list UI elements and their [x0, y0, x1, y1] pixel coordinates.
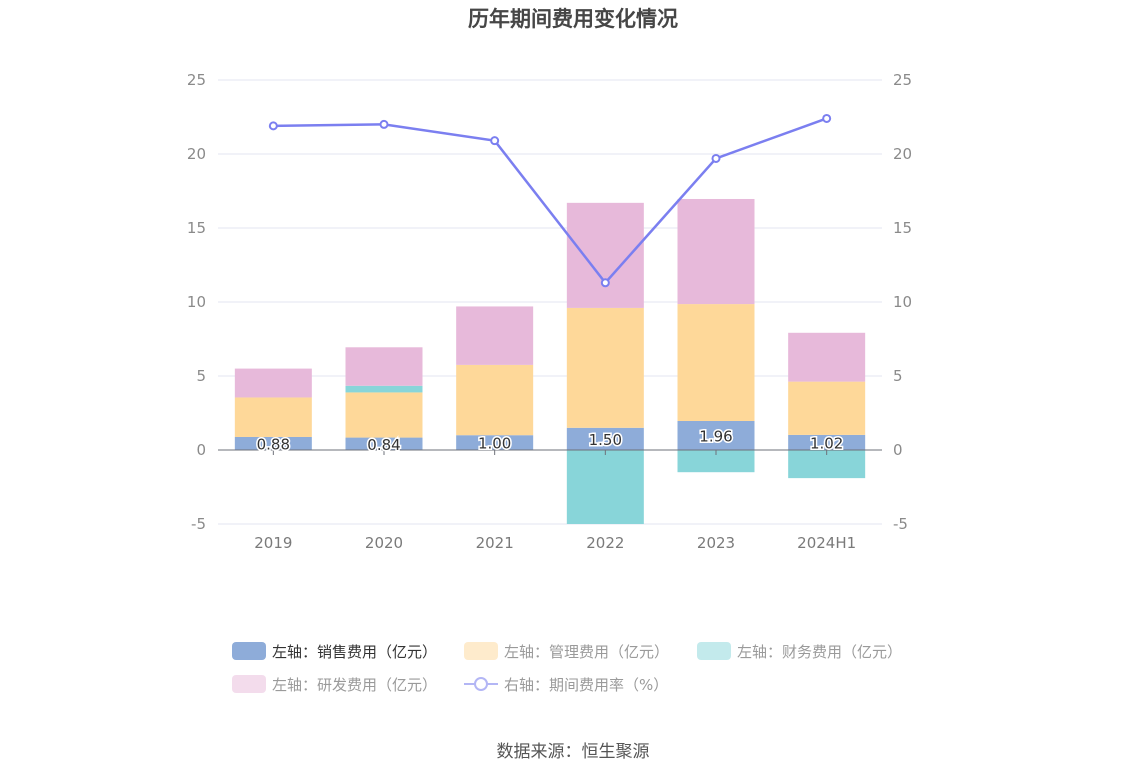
bar-admin [788, 381, 866, 435]
legend-label: 右轴：期间费用率（%） [504, 676, 668, 694]
right-tick-label: 0 [893, 441, 903, 459]
bar-admin [677, 304, 755, 421]
bar-finance [566, 450, 644, 524]
right-tick-label: -5 [893, 515, 908, 533]
bar-rd [345, 347, 423, 386]
right-tick-label: 20 [893, 145, 912, 163]
legend-swatch [697, 642, 731, 660]
data-label: 1.50 [589, 431, 622, 449]
bar-sales [456, 435, 534, 450]
bar-sales [345, 437, 423, 450]
left-tick-label: 10 [187, 293, 206, 311]
legend-swatch [464, 642, 498, 660]
x-tick-label: 2024H1 [797, 534, 856, 552]
x-axis-line [218, 449, 882, 455]
bar-rd [566, 202, 644, 308]
bar-sales [566, 427, 644, 450]
legend-label: 左轴：管理费用（亿元） [504, 643, 669, 661]
source-note: 数据来源：恒生聚源 [497, 742, 650, 762]
legend-swatch [232, 675, 266, 693]
left-tick-label: 20 [187, 145, 206, 163]
bar-admin [456, 364, 534, 436]
rate-point [711, 153, 721, 163]
legend-label: 左轴：财务费用（亿元） [737, 643, 902, 661]
bar-finance [677, 450, 755, 473]
bar-admin [566, 307, 644, 428]
legend-swatch [232, 642, 266, 660]
data-label: 1.96 [699, 427, 732, 445]
legend-item-finance[interactable]: 左轴：财务费用（亿元） [697, 642, 902, 661]
legend-item-sales[interactable]: 左轴：销售费用（亿元） [232, 642, 437, 661]
data-label: 1.02 [810, 434, 843, 452]
chart-title: 历年期间费用变化情况 [468, 7, 678, 31]
legend-label: 左轴：研发费用（亿元） [272, 676, 437, 694]
x-tick-label: 2023 [697, 534, 735, 552]
legend-marker [474, 677, 488, 691]
x-tick-label: 2022 [586, 534, 624, 552]
right-axis-ticks: -5 0 5 10 15 20 25 [893, 71, 912, 533]
rate-point [822, 113, 832, 123]
rate-line-series [268, 113, 832, 288]
legend-item-rd[interactable]: 左轴：研发费用（亿元） [232, 675, 437, 694]
left-tick-label: 15 [187, 219, 206, 237]
right-tick-label: 15 [893, 219, 912, 237]
bar-finance [345, 385, 423, 393]
rate-point [490, 136, 500, 146]
bar-rd [677, 198, 755, 305]
bar-series [234, 198, 866, 524]
data-label: 0.84 [367, 436, 400, 454]
rate-point [600, 278, 610, 288]
bar-sales [677, 420, 755, 450]
data-labels: 0.88 0.84 1.00 1.50 1.96 1.02 [255, 426, 845, 455]
x-tick-label: 2019 [254, 534, 292, 552]
left-tick-label: 0 [196, 441, 206, 459]
left-tick-label: 5 [196, 367, 206, 385]
bar-rd [234, 368, 312, 398]
right-tick-label: 25 [893, 71, 912, 89]
x-tick-label: 2020 [365, 534, 403, 552]
right-tick-label: 5 [893, 367, 903, 385]
left-axis-ticks: -5 0 5 10 15 20 25 [187, 71, 206, 533]
bar-rd [456, 306, 534, 365]
legend-item-admin[interactable]: 左轴：管理费用（亿元） [464, 642, 669, 661]
legend-label: 左轴：销售费用（亿元） [272, 643, 437, 661]
data-label: 1.00 [478, 435, 511, 453]
legend-item-rate[interactable]: 右轴：期间费用率（%） [464, 676, 668, 694]
bar-sales [234, 436, 312, 450]
legend[interactable]: 左轴：销售费用（亿元） 左轴：管理费用（亿元） 左轴：财务费用（亿元） 左轴：研发费用… [232, 642, 902, 694]
left-tick-label: -5 [191, 515, 206, 533]
rate-line [273, 117, 828, 285]
grid-lines [218, 79, 882, 525]
rate-point [268, 121, 278, 131]
bar-rd [788, 332, 866, 382]
data-label: 0.88 [257, 435, 290, 453]
right-tick-label: 10 [893, 293, 912, 311]
bar-admin [345, 392, 423, 438]
x-axis-ticks: 2019 2020 2021 2022 2023 2024H1 [254, 534, 856, 552]
bar-sales [788, 434, 866, 450]
x-tick-label: 2021 [476, 534, 514, 552]
rate-point [379, 119, 389, 129]
left-tick-label: 25 [187, 71, 206, 89]
bar-admin [234, 397, 312, 437]
